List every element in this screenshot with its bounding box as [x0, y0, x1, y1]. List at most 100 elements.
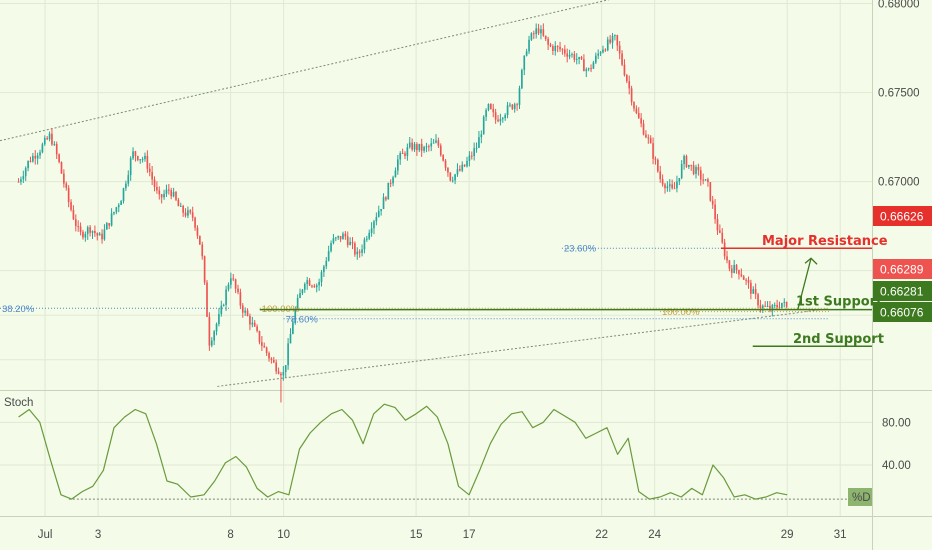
- candle-body: [373, 221, 375, 229]
- candle-body: [473, 148, 476, 156]
- candle-body: [370, 228, 373, 233]
- candle-body: [208, 316, 211, 346]
- candle-body: [363, 239, 366, 250]
- candle-body: [432, 142, 435, 144]
- candle-body: [509, 104, 511, 106]
- candle-body: [139, 159, 142, 161]
- candle-body: [752, 289, 755, 294]
- candle-body: [167, 189, 170, 191]
- candle-body: [287, 343, 289, 366]
- candle-body: [194, 217, 196, 228]
- candle-body: [690, 164, 693, 166]
- candle-body: [423, 147, 425, 151]
- candle-body: [175, 191, 177, 200]
- candle-body: [67, 187, 70, 202]
- candle-body: [344, 233, 347, 237]
- x-tick-label: 24: [648, 529, 661, 541]
- candle-body: [385, 197, 387, 200]
- candle-body: [165, 189, 168, 194]
- candle-body: [72, 209, 75, 220]
- x-tick-label: 8: [227, 529, 233, 541]
- candle-body: [630, 88, 633, 103]
- candle-body: [513, 104, 516, 109]
- candle-body: [688, 164, 690, 167]
- x-tick-label: 22: [595, 529, 608, 541]
- candle-body: [702, 179, 705, 181]
- candle-body: [575, 58, 578, 60]
- candle-body: [604, 49, 607, 51]
- candle-body: [773, 304, 776, 306]
- candle-body: [79, 226, 82, 232]
- candle-body: [680, 164, 683, 179]
- candle-body: [258, 330, 261, 343]
- candle-body: [487, 103, 490, 110]
- candle-body: [573, 54, 576, 60]
- candle-body: [640, 118, 642, 124]
- x-tick-label: 10: [277, 529, 290, 541]
- candle-body: [525, 51, 528, 56]
- candle-body: [652, 143, 654, 159]
- stoch-legend-label: %D: [852, 492, 871, 504]
- candle-body: [730, 268, 733, 273]
- candle-body: [511, 104, 514, 109]
- candle-body: [535, 28, 538, 35]
- candle-body: [146, 155, 149, 169]
- candle-body: [65, 183, 68, 188]
- candle-body: [499, 118, 502, 122]
- candle-body: [48, 133, 51, 140]
- candle-body: [654, 158, 657, 160]
- candle-body: [206, 282, 208, 317]
- candle-body: [781, 302, 783, 308]
- candle-body: [761, 305, 764, 309]
- candle-body: [401, 153, 404, 155]
- candle-body: [356, 251, 359, 255]
- candle-body: [41, 144, 44, 153]
- candle-body: [428, 146, 430, 148]
- candle-body: [201, 244, 204, 257]
- candle-body: [134, 151, 137, 157]
- candle-body: [726, 256, 728, 261]
- candle-body: [244, 310, 247, 313]
- candle-body: [77, 226, 80, 228]
- candle-body: [51, 133, 53, 145]
- candle-body: [695, 167, 697, 174]
- candle-body: [199, 235, 201, 245]
- candle-body: [256, 326, 258, 331]
- candle-body: [611, 35, 614, 43]
- candle-body: [616, 35, 619, 46]
- candle-body: [101, 233, 103, 240]
- candle-body: [318, 281, 320, 286]
- candle-body: [518, 88, 521, 105]
- candle-body: [621, 53, 623, 65]
- candle-body: [404, 153, 406, 156]
- candle-body: [406, 147, 409, 156]
- candle-body: [358, 251, 361, 253]
- fib-level-label: 100.00%: [662, 307, 700, 318]
- candle-body: [637, 113, 640, 119]
- price-badge: [873, 281, 932, 301]
- candle-body: [485, 109, 487, 117]
- candle-body: [692, 165, 695, 174]
- candle-body: [592, 62, 595, 69]
- candle-body: [413, 144, 416, 150]
- x-tick-label: 17: [463, 529, 476, 541]
- candle-body: [633, 102, 635, 109]
- candle-body: [392, 177, 394, 184]
- candle-body: [299, 293, 301, 299]
- candle-body: [461, 164, 464, 171]
- candle-body: [561, 49, 564, 51]
- candle-body: [91, 230, 94, 233]
- candle-body: [315, 285, 318, 288]
- candle-body: [380, 209, 382, 211]
- candle-body: [117, 204, 120, 208]
- candle-body: [480, 134, 483, 138]
- x-tick-label: 29: [781, 529, 794, 541]
- candle-body: [43, 138, 46, 145]
- candle-body: [156, 186, 158, 191]
- candle-body: [98, 233, 101, 236]
- candle-body: [568, 54, 571, 57]
- candle-body: [141, 159, 144, 161]
- candle-body: [430, 143, 433, 147]
